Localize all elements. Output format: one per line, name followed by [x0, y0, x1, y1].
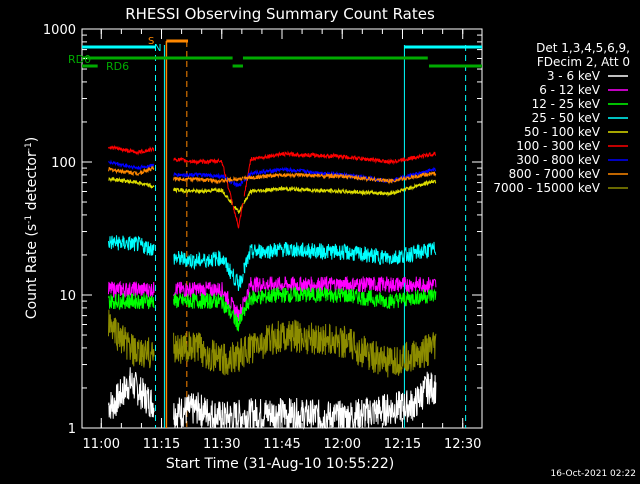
timestamp: 16-Oct-2021 02:22 — [551, 469, 636, 479]
series-line — [243, 166, 437, 183]
x-tick-label: 12:15 — [384, 437, 421, 452]
y-tick-label: 1 — [68, 422, 76, 437]
legend-label: 6 - 12 keV — [539, 83, 601, 97]
series-line — [108, 309, 155, 369]
legend-label: 300 - 800 keV — [516, 153, 600, 167]
series-line — [232, 306, 244, 332]
y-tick-label: 100 — [51, 156, 76, 171]
x-tick-label: 12:30 — [444, 437, 481, 452]
legend-label: 7000 - 15000 keV — [493, 181, 600, 195]
series-line — [243, 170, 437, 185]
x-tick-label: 11:45 — [263, 437, 300, 452]
series-line — [173, 156, 233, 206]
y-tick-label: 10 — [59, 289, 76, 304]
series-line — [108, 159, 155, 171]
series-line — [232, 175, 244, 182]
chart-title: RHESSI Observing Summary Count Rates — [125, 5, 435, 23]
series-line — [243, 179, 437, 205]
legend-header-line2: FDecim 2, Att 0 — [537, 55, 630, 69]
series-line — [173, 175, 233, 185]
legend-header-line1: Det 1,3,4,5,6,9, — [536, 41, 630, 55]
series-line — [108, 165, 155, 177]
series-line — [173, 186, 233, 205]
x-axis-label: Start Time (31-Aug-10 10:55:22) — [166, 456, 394, 472]
legend-label: 3 - 6 keV — [547, 69, 601, 83]
series-line — [243, 150, 436, 197]
status-bars — [82, 39, 482, 68]
series-line — [243, 275, 437, 303]
series-line — [173, 292, 233, 319]
series-line — [232, 399, 244, 429]
x-tick-label: 12:00 — [324, 437, 361, 452]
series-line — [243, 285, 437, 317]
series-line — [173, 250, 233, 280]
legend-label: 50 - 100 keV — [524, 125, 601, 139]
series-line — [243, 371, 437, 430]
series-line — [232, 202, 244, 229]
series-line — [108, 144, 155, 156]
series-line — [108, 176, 155, 190]
legend-label: 800 - 7000 keV — [509, 167, 601, 181]
s-annotation: S — [148, 36, 154, 47]
series-group — [108, 144, 437, 430]
series-line — [243, 241, 437, 274]
legend-label: 25 - 50 keV — [532, 111, 601, 125]
series-line — [232, 180, 244, 188]
series-line — [173, 392, 233, 429]
rd6-annotation: RD6 — [106, 60, 129, 73]
legend-label: 12 - 25 keV — [532, 97, 601, 111]
x-tick-label: 11:15 — [143, 437, 180, 452]
legend-label: 100 - 300 keV — [516, 139, 600, 153]
series-line — [232, 297, 244, 323]
n-annotation: N — [154, 43, 161, 54]
series-line — [108, 367, 155, 419]
x-tick-label: 11:00 — [83, 437, 120, 452]
series-line — [173, 171, 233, 185]
series-line — [232, 337, 244, 373]
series-line — [108, 235, 155, 256]
series-line — [232, 268, 244, 292]
axis-ticks: 1 10 100 1000 11:00 11:15 11:30 11:45 12:00 12:15… — [43, 23, 482, 452]
series-line — [108, 293, 155, 311]
rd0-annotation: RD0 — [68, 53, 91, 66]
series-line — [173, 331, 233, 376]
series-line — [243, 319, 437, 378]
y-axis-label: Count Rate (s-1 detector-1) — [24, 137, 40, 319]
x-tick-label: 11:30 — [203, 437, 240, 452]
series-line — [173, 281, 233, 310]
y-tick-label: 1000 — [43, 23, 76, 38]
